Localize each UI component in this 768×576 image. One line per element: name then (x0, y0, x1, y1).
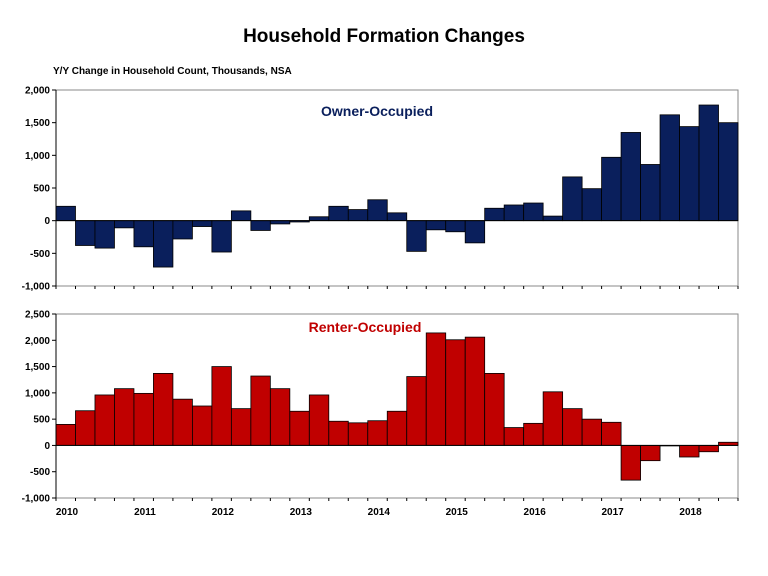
owner-bar (386, 212, 408, 222)
owner-bar (308, 216, 330, 222)
renter-bar (269, 388, 291, 446)
owner-bar (464, 220, 486, 244)
owner-bar (133, 220, 154, 248)
owner-y-tick-label: 0 (44, 216, 50, 227)
owner-bar (620, 132, 641, 222)
owner-bar (698, 104, 719, 222)
x-tick-label: 2018 (679, 507, 702, 518)
renter-bar (191, 405, 213, 446)
renter-bar (308, 394, 330, 446)
x-tick-label: 2017 (601, 507, 624, 518)
owner-bar (425, 220, 447, 231)
renter-bar (581, 418, 602, 446)
renter-bar (425, 332, 447, 446)
renter-bar (328, 420, 349, 446)
owner-bar (250, 220, 271, 231)
owner-bar (211, 220, 232, 253)
y-axis-caption: Y/Y Change in Household Count, Thousands… (53, 66, 292, 77)
owner-bar (679, 126, 700, 222)
renter-y-tick-label: -500 (30, 467, 50, 478)
owner-bar (659, 114, 680, 222)
renter-bar (230, 408, 252, 446)
renter-bar (250, 375, 271, 446)
x-tick-label: 2012 (212, 507, 235, 518)
owner-bar (367, 199, 388, 222)
renter-occupied-panel: -1,000 -500 0 500 1,000 1,500 2,000 2,500 Renter… (22, 310, 739, 505)
renter-bar (542, 391, 564, 446)
owner-bar (581, 188, 602, 222)
renter-panel-label: Renter-Occupied (309, 319, 422, 335)
owner-bar (94, 220, 115, 249)
renter-bar (484, 373, 505, 446)
owner-bar (230, 210, 252, 222)
renter-bar (698, 445, 719, 453)
x-tick-label: 2014 (368, 507, 391, 518)
renter-bar (679, 445, 700, 458)
owner-bar (328, 205, 349, 222)
renter-y-tick-label: 1,500 (25, 362, 50, 373)
renter-bar (406, 376, 427, 446)
owner-bar (191, 220, 213, 227)
renter-y-tick-label: -1,000 (22, 494, 51, 505)
renter-bar (133, 392, 154, 446)
renter-bar (94, 394, 115, 446)
renter-bar (153, 373, 174, 446)
renter-bar (562, 408, 583, 446)
owner-bar (562, 176, 583, 222)
owner-y-tick-label: 2,000 (25, 86, 50, 97)
renter-bar (114, 388, 135, 446)
owner-bar (601, 156, 622, 222)
owner-y-tick-label: 1,000 (25, 151, 50, 162)
owner-bar (445, 220, 466, 233)
owner-bar (55, 205, 76, 222)
renter-bar (172, 398, 193, 446)
owner-bar (640, 164, 661, 222)
renter-bar (55, 423, 76, 446)
renter-bar (523, 422, 544, 446)
owner-y-tick-label: 1,500 (25, 118, 50, 129)
owner-bar (153, 220, 174, 268)
owner-bar (347, 209, 369, 222)
owner-panel-label: Owner-Occupied (321, 103, 433, 119)
renter-bar (445, 339, 466, 446)
owner-bar (718, 122, 739, 222)
renter-bar (367, 420, 388, 446)
owner-occupied-panel: -1,000 -500 0 500 1,000 1,500 2,000 Owner-Occup… (22, 86, 739, 293)
owner-bar (523, 202, 544, 222)
x-axis: 2010 2011 2012 2013 2014 2015 2016 2017 2018 (56, 507, 702, 518)
owner-bar (542, 215, 564, 222)
renter-bar (75, 410, 96, 446)
renter-bar (386, 410, 408, 446)
renter-y-tick-label: 2,000 (25, 336, 50, 347)
renter-y-tick-label: 1,000 (25, 388, 50, 399)
renter-y-tick-label: 500 (33, 415, 50, 426)
x-tick-label: 2011 (134, 507, 156, 518)
owner-y-tick-label: -1,000 (22, 282, 51, 293)
x-tick-label: 2013 (290, 507, 313, 518)
owner-bar (172, 220, 193, 240)
renter-bar (464, 336, 486, 446)
renter-bar (601, 421, 622, 446)
owner-bar (75, 220, 96, 246)
renter-bar (640, 445, 661, 462)
owner-bar (114, 220, 135, 229)
renter-bar (289, 410, 310, 446)
chart-title: Household Formation Changes (243, 26, 525, 47)
renter-bar (503, 427, 525, 446)
renter-bar (347, 422, 369, 446)
owner-bar (484, 207, 505, 222)
renter-bar (211, 366, 232, 446)
x-tick-label: 2016 (524, 507, 547, 518)
owner-bar (406, 220, 427, 252)
owner-bar (503, 204, 525, 222)
x-tick-label: 2015 (446, 507, 469, 518)
owner-y-tick-label: 500 (33, 184, 50, 195)
renter-y-tick-label: 2,500 (25, 310, 50, 321)
x-tick-label: 2010 (56, 507, 79, 518)
renter-bar (620, 445, 641, 481)
owner-y-tick-label: -500 (30, 249, 50, 260)
renter-y-tick-label: 0 (44, 441, 50, 452)
